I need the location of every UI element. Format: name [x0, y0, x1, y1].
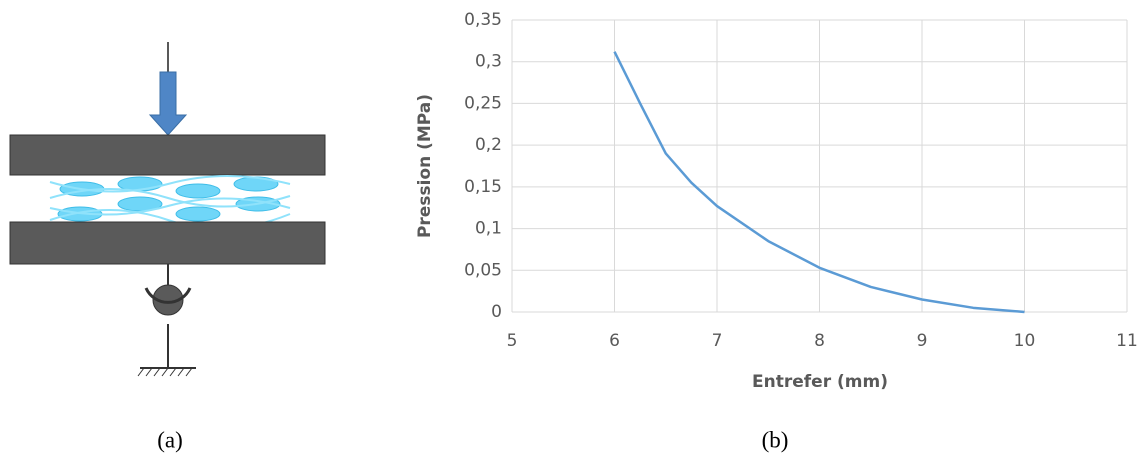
hinge — [152, 284, 184, 316]
y-tick-label: 0,1 — [475, 219, 502, 239]
y-tick-label: 0 — [491, 302, 502, 322]
x-tick-label: 11 — [1116, 331, 1138, 351]
top-plate — [9, 134, 326, 176]
x-tick-label: 7 — [712, 331, 723, 351]
bottom-plate — [9, 221, 326, 265]
y-tick-label: 0,15 — [464, 177, 502, 197]
ground-hatch — [137, 367, 193, 377]
y-tick-label: 0,25 — [464, 93, 502, 113]
x-tick-label: 10 — [1014, 331, 1036, 351]
data-line — [613, 51, 1025, 314]
y-tick-label: 0,35 — [464, 10, 502, 30]
x-tick-label: 6 — [609, 331, 620, 351]
caption: (a) — [157, 427, 183, 452]
y-axis-title: Pression (MPa) — [415, 94, 435, 238]
y-tick-label: 0,2 — [475, 135, 502, 155]
x-axis-title: Entrefer (mm) — [752, 372, 888, 392]
force-arrow — [148, 71, 188, 136]
x-tick-label: 5 — [507, 331, 518, 351]
x-tick-label: 9 — [917, 331, 928, 351]
y-tick-label: 0,05 — [464, 260, 502, 280]
support — [144, 287, 192, 304]
caption: (b) — [762, 427, 789, 452]
x-tick-label: 8 — [814, 331, 825, 351]
y-tick-label: 0,3 — [475, 52, 502, 72]
press-diagram — [9, 42, 326, 377]
